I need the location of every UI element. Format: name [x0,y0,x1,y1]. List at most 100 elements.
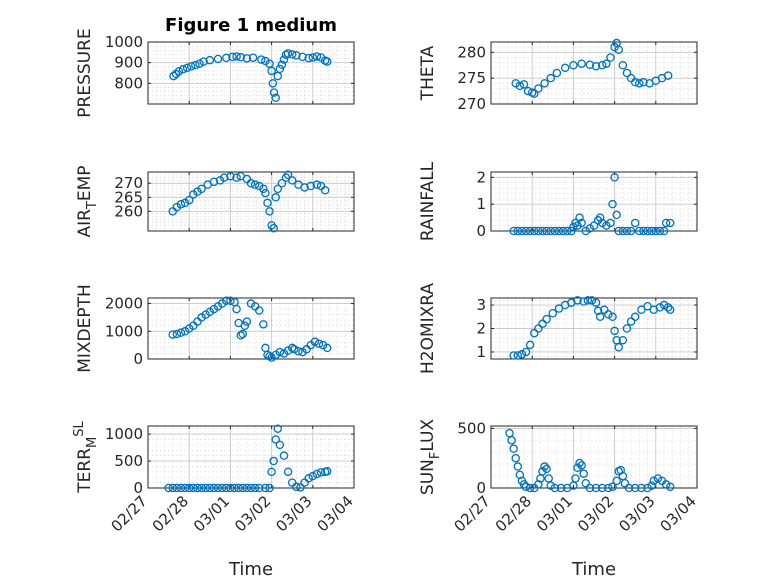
data-point [169,71,178,81]
x-tick-label: 03/03 [615,492,658,535]
y-tick-label: 2000 [105,295,143,313]
data-point [614,343,623,352]
data-point [250,483,260,493]
data-point [556,483,566,493]
data-point [292,51,301,60]
data-point [199,57,208,66]
data-point [552,68,562,78]
data-point [257,55,266,64]
data-point [659,226,669,236]
y-tick-label: 260 [114,202,143,220]
data-point [172,483,182,493]
data-point [267,467,276,477]
data-point [604,310,613,319]
x-tick-label: 02/28 [492,492,535,535]
data-point [277,60,287,69]
y-axis-label-part: F [428,452,443,459]
data-point [519,80,529,89]
y-tick-label: 280 [457,43,486,61]
data-point [322,467,332,476]
data-point [515,81,525,91]
data-point [647,226,656,236]
data-point [205,483,215,493]
data-point [300,183,309,192]
data-point [240,321,250,330]
panel-h2omixra: 1 2 3 H2OMIXRA [418,283,698,374]
data-point [612,210,621,220]
y-axis-label-part: M [85,437,100,448]
y-tick-label: 800 [114,74,143,92]
data-point [189,483,198,493]
data-point [593,306,603,316]
y-axis-label: AIRTEMP [75,165,100,237]
data-point [312,469,322,479]
data-point [542,314,551,324]
data-point [595,213,605,222]
y-axis-label: RAINFALL [418,161,438,241]
y-tick-label: 1 [476,195,486,213]
data-point [226,483,235,493]
data-point [271,193,280,202]
data-point [614,45,623,55]
data-point [534,226,543,236]
data-point [540,462,549,471]
data-point [661,218,671,228]
data-point [610,173,619,182]
data-point [606,218,615,228]
y-axis-label: PRESSURE [75,28,95,117]
data-point [316,468,326,477]
data-point [653,474,663,483]
panel-sun-flux: 0 500 SUNFLUX 02/2702/2803/0103/0203/0303/0… [418,419,700,536]
data-point [279,451,289,460]
data-point [577,461,586,470]
data-point [268,79,278,88]
data-point [585,60,595,69]
data-point [643,301,652,311]
data-point [534,324,543,333]
data-point [618,61,628,70]
y-tick-label: 500 [114,452,143,470]
data-point [558,226,568,236]
y-axis-label-part: AIR [75,209,95,238]
data-point [283,49,293,58]
data-point [236,53,245,62]
data-point [550,483,560,493]
data-point [261,188,270,198]
data-point [312,52,322,61]
y-tick-label: 900 [114,54,143,72]
data-point [618,226,628,236]
data-point [577,218,586,228]
data-point [649,476,658,486]
data-point [661,480,671,489]
data-point [538,226,547,236]
data-point [287,50,297,59]
data-point [265,207,274,216]
data-point [569,222,578,232]
data-point [205,55,215,65]
data-point [585,483,595,493]
data-point [643,226,652,236]
data-point [308,53,318,62]
x-tick-label: 03/03 [272,492,315,535]
data-point [626,226,636,236]
data-point [608,199,617,209]
data-point [197,483,206,493]
data-point [226,171,235,181]
y-axis-label-part: THETA [418,45,438,101]
data-point [630,218,640,228]
data-point [624,483,634,493]
data-point [620,478,630,488]
data-point [261,483,270,493]
data-point [267,66,276,76]
data-point [569,61,578,70]
data-point [513,226,523,236]
y-tick-label: 270 [114,174,143,192]
data-point [647,481,656,490]
data-point [269,456,278,466]
y-tick-label: 1 [476,343,486,361]
data-point [271,93,280,103]
data-point [259,320,268,329]
data-point [538,467,547,476]
